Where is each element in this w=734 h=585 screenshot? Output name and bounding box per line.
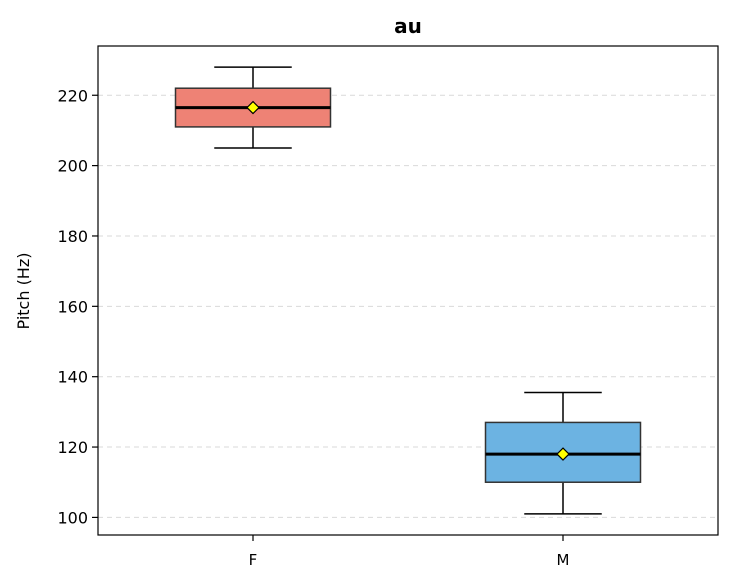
y-tick-label: 140 xyxy=(57,368,88,387)
chart-title: au xyxy=(394,14,422,38)
y-tick-label: 100 xyxy=(57,508,88,527)
y-axis: 100 120 140 160 180 200 220 xyxy=(57,86,98,527)
y-tick-label: 160 xyxy=(57,297,88,316)
y-tick-label: 180 xyxy=(57,227,88,246)
x-tick-label: F xyxy=(249,551,258,569)
y-axis-label: Pitch (Hz) xyxy=(14,253,33,330)
box-m xyxy=(484,391,642,515)
plot-frame xyxy=(97,45,719,536)
y-tick-label: 220 xyxy=(57,86,88,105)
box-f xyxy=(174,66,332,149)
y-tick-label: 120 xyxy=(57,438,88,457)
y-tick-label: 200 xyxy=(57,157,88,176)
mean-marker xyxy=(246,100,260,115)
box-series xyxy=(174,66,642,515)
x-tick-label: M xyxy=(557,551,570,569)
mean-marker xyxy=(556,447,570,461)
